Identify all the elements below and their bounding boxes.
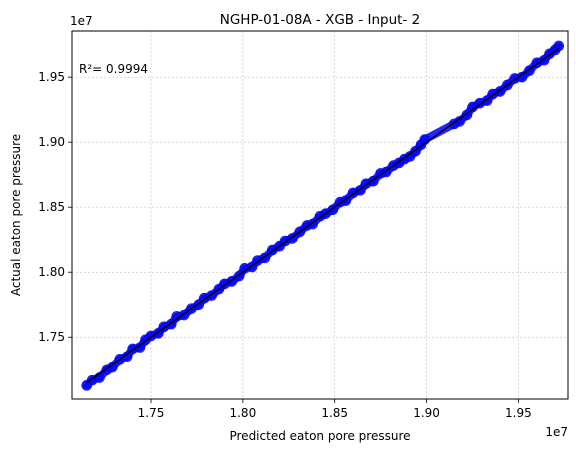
data-point [134,342,146,353]
y-axis-label: Actual eaton pore pressure [9,134,23,296]
x-tick-label: 1.80 [229,406,256,420]
x-axis-label: Predicted eaton pore pressure [229,429,410,443]
plot-frame [71,30,569,400]
x-tick-label: 1.85 [321,406,348,420]
data-point [107,361,118,373]
reference-line [86,47,560,384]
y-offset-label: 1e7 [70,14,93,28]
x-tick-label: 1.75 [138,406,165,420]
y-tick-label: 1.95 [38,70,65,84]
y-tick-label: 1.90 [38,135,65,149]
data-point [553,40,565,52]
data-point [516,71,528,83]
y-tick-label: 1.85 [38,200,65,214]
r-squared-annotation: R²= 0.9994 [79,62,148,76]
y-tick-label: 1.80 [38,265,65,279]
y-tick-label: 1.75 [38,330,65,344]
x-tick-label: 1.90 [413,406,440,420]
data-point [454,116,465,127]
data-point [121,351,133,363]
chart-title: NGHP-01-08A - XGB - Input- 2 [220,12,420,28]
axis-ticks: 1.75 1.80 1.85 1.90 1.95 1.75 1.80 1.85 1.90 1.95 [38,70,531,420]
grid [72,31,568,399]
x-offset-label: 1e7 [545,425,568,439]
reference-line-layer [86,47,560,384]
x-tick-label: 1.95 [505,406,532,420]
